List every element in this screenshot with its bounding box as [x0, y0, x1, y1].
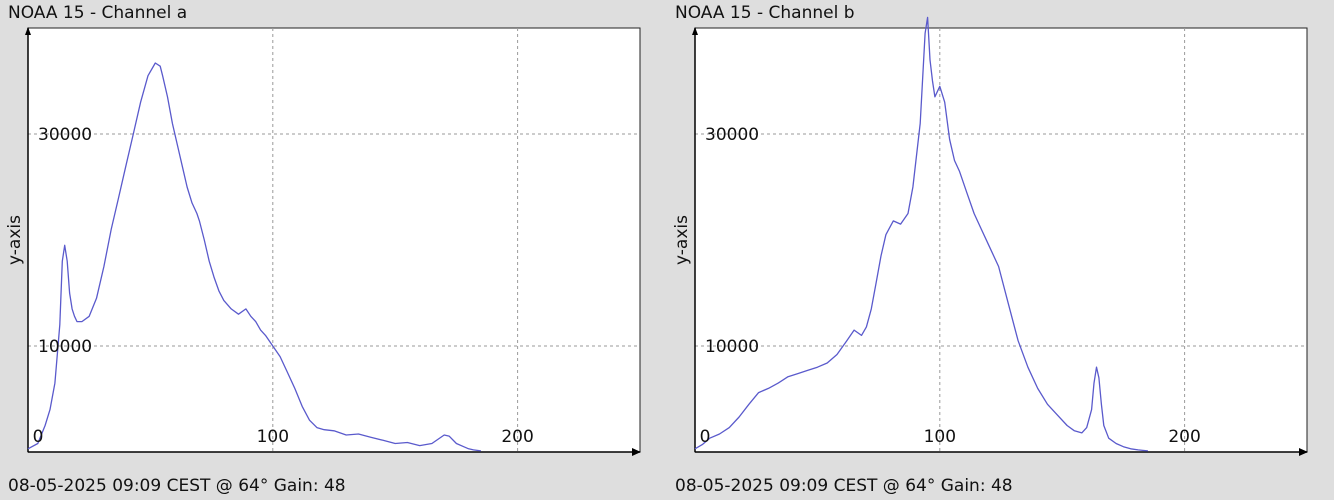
- y-tick-label: 30000: [705, 125, 759, 145]
- x-tick-label: 200: [501, 427, 533, 447]
- y-tick-label: 10000: [705, 337, 759, 357]
- y-axis-arrow-icon: [692, 27, 698, 35]
- chart-panel-a: NOAA 15 - Channel a 0 100 200 10000 30000 y-a…: [5, 3, 641, 496]
- chart-footer-status: 08-05-2025 09:09 CEST @ 64° Gain: 48: [675, 476, 1013, 496]
- x-tick-label: 0: [700, 427, 711, 447]
- chart-footer-status: 08-05-2025 09:09 CEST @ 64° Gain: 48: [8, 476, 346, 496]
- plot-area: [27, 27, 641, 453]
- chart-plot-a: 0 100 200 10000 30000 y-axis: [5, 27, 641, 456]
- x-axis-arrow-icon: [632, 448, 641, 456]
- y-tick-label: 10000: [38, 337, 92, 357]
- y-tick-label: 30000: [38, 125, 92, 145]
- chart-panel-b: NOAA 15 - Channel b 0 100 200 10000 30000 y-a…: [667, 0, 1334, 500]
- x-tick-label: 200: [1168, 427, 1200, 447]
- chart-title: NOAA 15 - Channel b: [675, 3, 855, 23]
- y-axis-label: y-axis: [5, 215, 25, 265]
- x-axis-arrow-icon: [1299, 448, 1308, 456]
- plot-area: [694, 27, 1308, 453]
- x-tick-label: 100: [257, 427, 289, 447]
- chart-title: NOAA 15 - Channel a: [8, 3, 188, 23]
- y-axis-label: y-axis: [672, 215, 692, 265]
- x-tick-label: 0: [33, 427, 44, 447]
- series-line: [27, 62, 481, 452]
- x-tick-label: 100: [924, 427, 956, 447]
- series-line: [694, 16, 1148, 452]
- y-axis-arrow-icon: [25, 27, 31, 35]
- chart-plot-b: 0 100 200 10000 30000 y-axis: [672, 16, 1308, 456]
